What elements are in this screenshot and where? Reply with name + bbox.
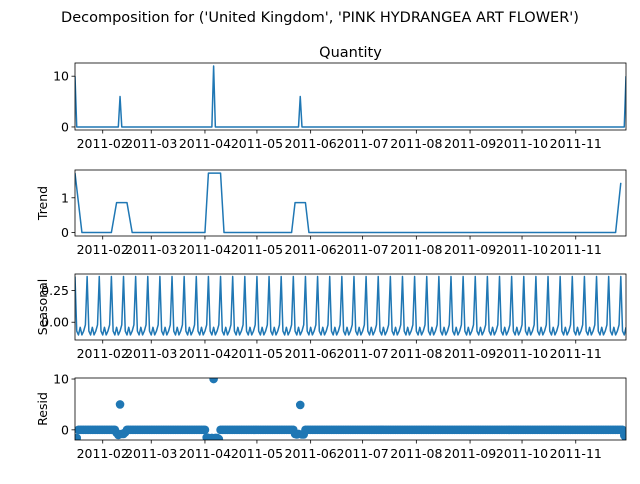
- axes-frame: [74, 62, 627, 131]
- y-axis-label: Resid: [35, 392, 50, 426]
- x-tick-label: 2011-10: [496, 446, 548, 461]
- resid-point: [75, 433, 82, 440]
- x-tick-label: 2011-07: [337, 242, 389, 257]
- resid-point: [115, 400, 125, 409]
- x-tick-label: 2011-03: [125, 136, 177, 151]
- x-tick-label: 2011-02: [77, 346, 129, 361]
- x-tick-label: 2011-10: [496, 346, 548, 361]
- plot-area: [75, 65, 626, 128]
- resid-point: [200, 425, 210, 435]
- plot-area: [75, 378, 626, 440]
- seasonal-line: [75, 275, 626, 336]
- x-tick-label: 2011-02: [77, 136, 129, 151]
- resid-point: [295, 400, 305, 410]
- y-tick-label: 0: [61, 422, 69, 437]
- y-tick-label: 0: [61, 225, 69, 240]
- x-tick-label: 2011-06: [285, 136, 337, 151]
- x-tick-label: 2011-05: [231, 346, 283, 361]
- x-tick-label: 2011-04: [179, 242, 231, 257]
- resid-point: [214, 434, 224, 440]
- x-tick-label: 2011-05: [231, 136, 283, 151]
- plot-area: [75, 275, 626, 336]
- y-tick-label: 0: [61, 119, 69, 134]
- axes-frame: [74, 169, 627, 237]
- x-tick-label: 2011-06: [285, 242, 337, 257]
- plot-area: [75, 172, 622, 234]
- x-tick-label: 2011-02: [77, 446, 129, 461]
- x-tick-label: 2011-04: [179, 136, 231, 151]
- x-tick-label: 2011-09: [444, 242, 496, 257]
- axes-frame: [74, 273, 627, 341]
- x-tick-label: 2011-11: [550, 346, 602, 361]
- x-tick-label: 2011-07: [337, 346, 389, 361]
- x-tick-label: 2011-10: [496, 242, 548, 257]
- y-tick-label: 1: [61, 190, 69, 205]
- x-tick-label: 2011-05: [231, 242, 283, 257]
- axes-frame: [74, 377, 627, 441]
- chart-title: Decomposition for ('United Kingdom', 'PI…: [61, 10, 579, 26]
- x-tick-label: 2011-08: [390, 242, 442, 257]
- x-tick-label: 2011-08: [390, 346, 442, 361]
- x-tick-label: 2011-09: [444, 346, 496, 361]
- trend-line: [75, 172, 622, 234]
- x-tick-label: 2011-03: [125, 242, 177, 257]
- y-axis-label: Trend: [35, 186, 50, 221]
- resid-point: [621, 433, 626, 440]
- x-tick-label: 2011-09: [444, 136, 496, 151]
- x-tick-label: 2011-05: [231, 446, 283, 461]
- x-tick-label: 2011-07: [337, 136, 389, 151]
- x-tick-label: 2011-09: [444, 446, 496, 461]
- x-tick-label: 2011-04: [179, 346, 231, 361]
- x-tick-label: 2011-03: [125, 446, 177, 461]
- quantity-line: [75, 65, 626, 128]
- x-tick-label: 2011-08: [390, 446, 442, 461]
- x-tick-label: 2011-02: [77, 242, 129, 257]
- x-tick-label: 2011-03: [125, 346, 177, 361]
- x-tick-label: 2011-11: [550, 446, 602, 461]
- panel-title: Quantity: [319, 45, 382, 61]
- x-tick-label: 2011-11: [550, 242, 602, 257]
- x-tick-label: 2011-10: [496, 136, 548, 151]
- x-tick-label: 2011-06: [285, 446, 337, 461]
- y-tick-label: 0.00: [41, 315, 69, 330]
- x-tick-label: 2011-08: [390, 136, 442, 151]
- y-tick-label: 0.25: [41, 283, 69, 298]
- x-tick-label: 2011-11: [550, 136, 602, 151]
- x-tick-label: 2011-07: [337, 446, 389, 461]
- resid-point: [209, 378, 218, 384]
- x-tick-label: 2011-06: [285, 346, 337, 361]
- x-tick-label: 2011-04: [179, 446, 231, 461]
- y-tick-label: 10: [53, 372, 69, 387]
- y-axis-label: Seasonal: [35, 279, 50, 336]
- y-tick-label: 10: [53, 69, 69, 84]
